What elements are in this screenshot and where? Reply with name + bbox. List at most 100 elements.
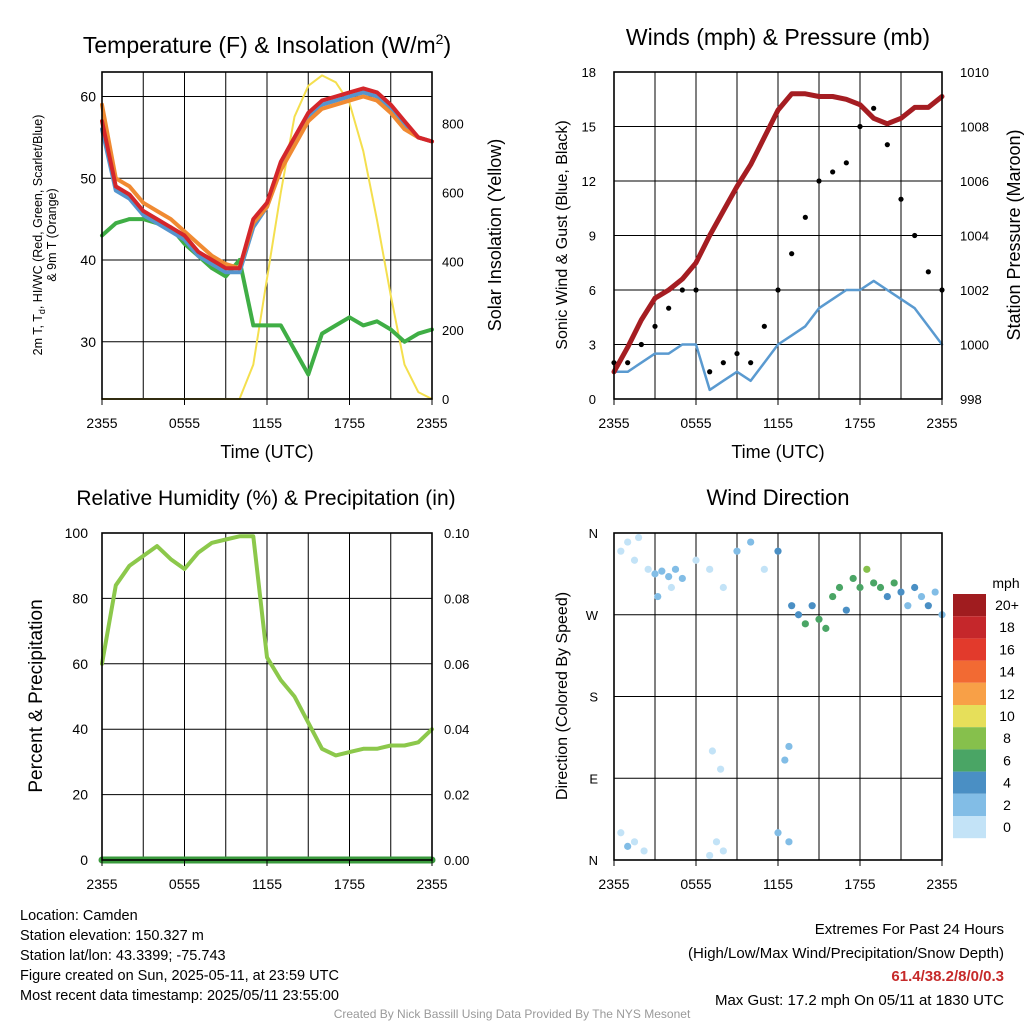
precip-ytick-label: 0.00 xyxy=(444,853,469,868)
max-gust-text: Max Gust: 17.2 mph On 05/11 at 1830 UTC xyxy=(714,991,1004,1009)
humidity-title: Relative Humidity (%) & Precipitation (i… xyxy=(76,487,455,510)
extremes-legend: (High/Low/Max Wind/Precipitation/Snow De… xyxy=(688,944,1004,962)
legend-swatch xyxy=(953,771,986,794)
direction-point xyxy=(630,556,639,564)
direction-point xyxy=(883,592,891,601)
recent-data-text: Most recent data timestamp: 2025/05/11 2… xyxy=(20,988,339,1004)
direction-point xyxy=(733,547,741,555)
humidity-xtick-label: 0555 xyxy=(169,876,200,892)
direction-point xyxy=(644,565,652,573)
humidity-xtick-label: 1155 xyxy=(252,876,282,892)
legend-label: 2 xyxy=(1003,797,1011,813)
direction-ytick-label: W xyxy=(586,608,599,623)
pressure-ytick-label: 1004 xyxy=(960,229,989,244)
legend-label: 16 xyxy=(999,641,1015,657)
legend-label: 14 xyxy=(999,664,1015,680)
temperature-xtick-label: 1155 xyxy=(252,415,282,431)
temperature-grid xyxy=(102,72,432,399)
direction-point xyxy=(665,573,673,581)
temperature-xtick-label: 0555 xyxy=(169,415,200,431)
speed-legend: mph 20+ 18 16 14 12 10 8 6 4 2 0 xyxy=(953,575,1020,839)
direction-point xyxy=(747,538,755,546)
temperature-ytick-label: 50 xyxy=(80,170,96,186)
wind-direction-xtick-label: 1755 xyxy=(844,876,875,892)
gust-point xyxy=(707,369,713,375)
legend-title: mph xyxy=(992,575,1019,591)
winds-ytick-label: 15 xyxy=(582,120,596,135)
winds-ytick-label: 6 xyxy=(589,283,596,298)
precip-ytick-label: 0.02 xyxy=(444,788,469,803)
humidity-xtick-label: 2355 xyxy=(86,876,117,892)
pressure-line xyxy=(611,91,945,375)
wind-direction-ylabel: Direction (Colored By Speed) xyxy=(554,592,571,800)
direction-ytick-label: N xyxy=(589,853,598,868)
legend-swatch xyxy=(953,816,986,839)
direction-point xyxy=(708,747,717,755)
temperature-ytick-label: 30 xyxy=(80,334,96,350)
gust-point xyxy=(884,142,890,148)
legend-swatch xyxy=(953,660,986,683)
direction-point xyxy=(785,742,793,751)
winds-ytick-label: 18 xyxy=(582,65,596,80)
extremes-info: Extremes For Past 24 Hours (High/Low/Max… xyxy=(688,918,1004,1012)
legend-label: 20+ xyxy=(995,597,1019,613)
gust-point xyxy=(666,305,672,311)
solar-ytick-label: 400 xyxy=(442,254,464,269)
direction-point xyxy=(897,588,905,596)
wind-direction-xtick-label: 2355 xyxy=(926,876,957,892)
solar-ytick-label: 0 xyxy=(442,392,449,407)
wind-direction-panel: Wind Direction 2355 0555 1155 1755 2355NESWN… xyxy=(554,485,1020,892)
direction-point xyxy=(794,611,803,619)
gust-point xyxy=(748,360,754,366)
solar-ytick-label: 200 xyxy=(442,323,464,338)
direction-point xyxy=(719,583,727,592)
direction-point xyxy=(630,838,639,846)
precip-ytick-label: 0.04 xyxy=(444,722,469,737)
winds-xtick-label: 0555 xyxy=(680,415,711,431)
wind-direction-xtick-label: 2355 xyxy=(598,876,629,892)
direction-point xyxy=(917,592,926,601)
direction-point xyxy=(692,556,700,564)
gust-point xyxy=(898,196,904,202)
direction-ytick-label: N xyxy=(589,526,598,541)
elevation-text: Station elevation: 150.327 m xyxy=(20,928,204,944)
direction-ytick-label: S xyxy=(589,690,598,705)
legend-swatch xyxy=(953,616,986,639)
temperature-ytick-label: 40 xyxy=(80,252,96,268)
temperature-ylabel: 2m T, Td, HI/WC (Red, Green, Scarlet/Blu… xyxy=(31,115,47,356)
credit-text: Created By Nick Bassill Using Data Provi… xyxy=(333,1007,691,1021)
direction-point xyxy=(822,624,830,632)
gust-point xyxy=(625,360,631,366)
gust-point xyxy=(720,360,726,366)
gust-point xyxy=(652,323,658,329)
direction-point xyxy=(706,565,714,573)
pressure-ytick-label: 1000 xyxy=(960,338,989,353)
wind-direction-title: Wind Direction xyxy=(706,485,849,510)
direction-point xyxy=(624,842,632,850)
humidity-grid xyxy=(102,533,432,860)
direction-point xyxy=(774,829,782,837)
temperature-xlabel: Time (UTC) xyxy=(220,442,313,462)
humidity-ytick-label: 0 xyxy=(80,852,88,868)
winds-ytick-label: 3 xyxy=(589,338,596,353)
legend-label: 4 xyxy=(1003,775,1011,791)
precip-ytick-label: 0.10 xyxy=(444,526,469,541)
temperature-xtick-label: 1755 xyxy=(334,415,365,431)
direction-point xyxy=(931,588,939,596)
gust-point xyxy=(693,287,699,293)
gust-point xyxy=(802,214,808,220)
direction-point xyxy=(706,851,714,860)
direction-point xyxy=(815,615,823,623)
humidity-ylabel: Percent & Precipitation xyxy=(26,599,47,792)
direction-point xyxy=(849,574,857,583)
extremes-title: Extremes For Past 24 Hours xyxy=(814,921,1004,938)
direction-point xyxy=(835,583,844,592)
gust-point xyxy=(638,341,644,348)
direction-point xyxy=(635,533,643,542)
winds-xtick-label: 2355 xyxy=(926,415,957,431)
winds-xlabel: Time (UTC) xyxy=(731,442,824,462)
temperature-title: Temperature (F) & Insolation (W/m2) xyxy=(83,31,451,58)
direction-point xyxy=(781,756,789,764)
direction-point xyxy=(911,583,919,592)
gust-point xyxy=(789,251,795,257)
